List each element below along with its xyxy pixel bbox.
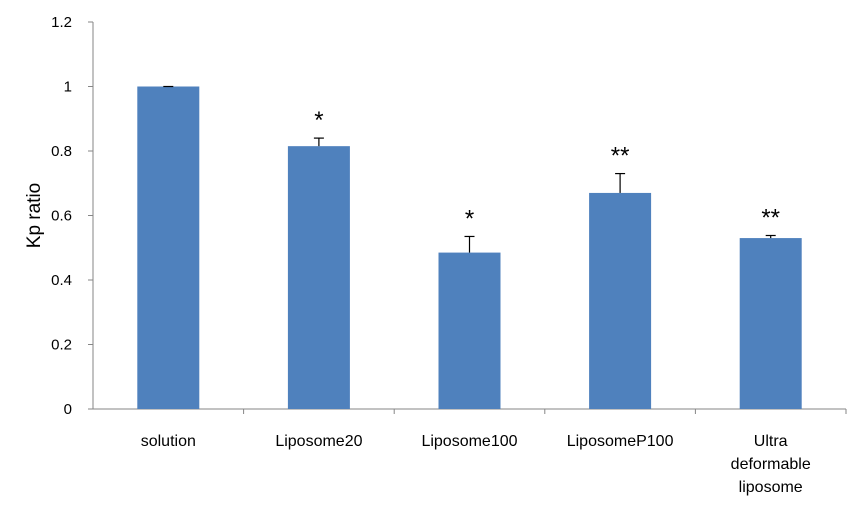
x-category-label: Liposome20 <box>275 433 362 450</box>
x-category-label: Liposome100 <box>421 433 517 450</box>
significance-marker: * <box>314 107 323 134</box>
y-axis-label: Kp ratio <box>24 183 45 248</box>
x-category-label-line: liposome <box>739 479 803 496</box>
significance-marker: ** <box>611 143 630 170</box>
significance-marker: ** <box>761 204 780 231</box>
x-category-label-line: deformable <box>731 456 811 473</box>
bar-liposome100 <box>438 252 501 409</box>
x-category-label-line: LiposomeP100 <box>567 433 674 450</box>
bar-liposome20 <box>287 146 350 409</box>
bar-liposomep100 <box>589 192 652 409</box>
y-tick-label: 0 <box>64 401 72 418</box>
bars <box>137 85 802 409</box>
y-tick-label: 0.4 <box>51 272 72 289</box>
significance-marker: * <box>465 205 474 232</box>
labels: 0 0.2 0.4 0.6 0.8 1 1.2 Kp ratio solution * Liposo… <box>24 14 811 496</box>
x-category-label: solution <box>141 433 196 450</box>
x-category-label: LiposomeP100 <box>567 433 674 450</box>
y-tick-label: 0.6 <box>51 208 72 225</box>
bar-solution <box>137 86 200 409</box>
y-tick-label: 1 <box>64 79 72 96</box>
x-category-label-line: Liposome20 <box>275 433 362 450</box>
bar-ultra-deformable-liposome <box>739 238 802 409</box>
x-category-label-line: solution <box>141 433 196 450</box>
x-category-label-line: Ultra <box>754 433 788 450</box>
y-tick-label: 0.8 <box>51 143 72 160</box>
y-tick-label: 1.2 <box>51 14 72 31</box>
x-category-label-line: Liposome100 <box>421 433 517 450</box>
x-category-label: Ultra deformable liposome <box>731 433 811 496</box>
y-tick-label: 0.2 <box>51 337 72 354</box>
